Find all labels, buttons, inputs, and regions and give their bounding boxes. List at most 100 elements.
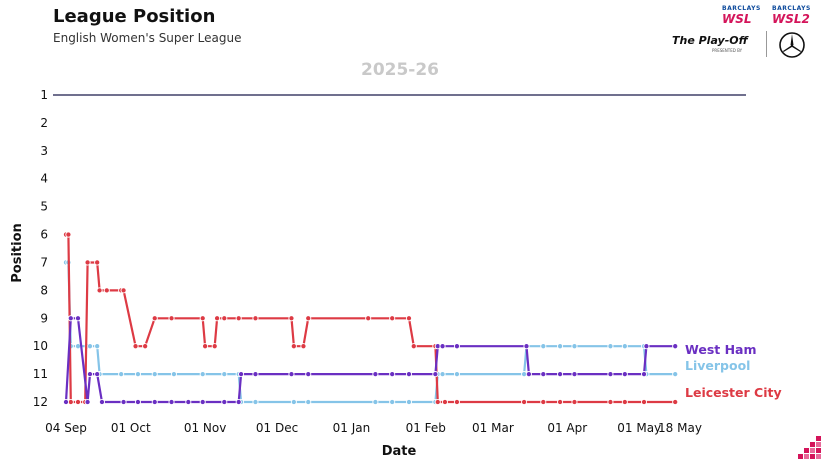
mercedes-star-icon	[779, 32, 805, 58]
data-point-leicester-city	[557, 398, 564, 406]
series-label-leicester-city: Leicester City	[685, 385, 782, 400]
playoff-logo: The Play-Off	[672, 34, 748, 47]
data-point-west-ham	[643, 343, 650, 350]
data-point-leicester-city	[434, 398, 441, 406]
wsl-sponsor-text: BARCLAYS	[722, 5, 761, 12]
data-point-leicester-city	[96, 287, 103, 294]
data-point-west-ham	[151, 398, 158, 406]
data-point-west-ham	[288, 371, 295, 378]
y-tick-label: 5	[40, 200, 48, 214]
x-tick-label: 01 Jan	[333, 421, 371, 435]
season-label: 2025-26	[360, 60, 440, 80]
x-tick-label: 01 Apr	[547, 421, 587, 435]
data-point-west-ham	[607, 371, 614, 378]
data-point-leicester-city	[84, 259, 91, 266]
data-point-west-ham	[86, 371, 94, 378]
data-point-west-ham	[557, 371, 564, 378]
data-point-leicester-city	[405, 315, 413, 322]
data-point-liverpool	[305, 398, 312, 406]
data-point-liverpool	[453, 371, 460, 378]
data-point-leicester-city	[94, 259, 101, 266]
logo-area: BARCLAYS WSL BARCLAYS WSL2 The Play-Off …	[672, 5, 822, 65]
x-tick-label: 04 Sep	[45, 421, 87, 435]
y-tick-label: 6	[40, 228, 48, 242]
x-tick-label: 01 May	[617, 421, 661, 435]
data-point-liverpool	[672, 371, 679, 378]
playoff-corner-logo-icon	[798, 436, 821, 459]
data-point-liverpool	[405, 398, 413, 406]
x-axis-label: Date	[382, 444, 417, 459]
data-point-west-ham	[540, 371, 547, 378]
data-point-west-ham	[372, 371, 379, 378]
data-point-liverpool	[571, 343, 578, 350]
data-point-west-ham	[235, 398, 242, 406]
data-point-leicester-city	[74, 398, 82, 406]
data-point-west-ham	[62, 398, 70, 406]
y-tick-label: 4	[40, 172, 48, 186]
data-point-leicester-city	[65, 231, 72, 238]
data-point-leicester-city	[221, 315, 228, 322]
data-point-leicester-city	[410, 343, 417, 350]
data-point-leicester-city	[640, 398, 648, 406]
data-point-liverpool	[389, 398, 396, 406]
y-tick-label: 11	[33, 367, 48, 381]
y-tick-label: 1	[40, 88, 48, 102]
data-point-leicester-city	[202, 343, 209, 350]
series-line-liverpool	[66, 261, 676, 404]
data-point-leicester-city	[235, 315, 242, 322]
data-point-leicester-city	[441, 398, 449, 406]
data-point-west-ham	[199, 398, 206, 406]
data-point-liverpool	[290, 398, 297, 406]
data-point-liverpool	[540, 343, 547, 350]
data-point-west-ham	[405, 371, 413, 378]
data-point-liverpool	[621, 343, 628, 350]
data-point-west-ham	[185, 398, 192, 406]
data-point-leicester-city	[365, 315, 372, 322]
data-point-west-ham	[168, 398, 175, 406]
data-point-west-ham	[134, 398, 142, 406]
y-tick-label: 7	[40, 255, 48, 269]
data-point-west-ham	[439, 343, 446, 350]
data-point-west-ham	[221, 398, 228, 406]
data-point-leicester-city	[300, 343, 307, 350]
data-point-leicester-city	[389, 315, 396, 322]
x-tick-label: 18 May	[658, 421, 702, 435]
logo-divider	[766, 31, 767, 57]
data-point-west-ham	[74, 315, 82, 322]
data-point-leicester-city	[168, 315, 175, 322]
data-point-liverpool	[199, 371, 206, 378]
data-point-west-ham	[389, 371, 396, 378]
x-tick-label: 01 Oct	[111, 421, 151, 435]
y-tick-label: 12	[33, 395, 48, 409]
y-tick-label: 8	[40, 283, 48, 297]
data-point-leicester-city	[120, 287, 127, 294]
wsl-logo: BARCLAYS WSL	[722, 5, 761, 26]
data-point-liverpool	[170, 371, 177, 378]
y-tick-label: 3	[40, 144, 48, 158]
data-point-leicester-city	[540, 398, 547, 406]
data-point-leicester-city	[151, 315, 158, 322]
data-point-liverpool	[74, 343, 82, 350]
data-point-leicester-city	[607, 398, 614, 406]
series-label-west-ham: West Ham	[685, 342, 757, 357]
data-point-west-ham	[252, 371, 259, 378]
data-point-west-ham	[571, 371, 578, 378]
x-tick-label: 01 Mar	[472, 421, 514, 435]
data-point-leicester-city	[672, 398, 679, 406]
data-point-west-ham	[98, 398, 106, 406]
data-point-leicester-city	[288, 315, 295, 322]
data-point-liverpool	[118, 371, 125, 378]
series-label-liverpool: Liverpool	[685, 358, 750, 373]
x-tick-label: 01 Feb	[406, 421, 446, 435]
data-point-leicester-city	[214, 315, 221, 322]
wsl2-logo-text: WSL2	[772, 12, 810, 26]
data-point-leicester-city	[621, 398, 628, 406]
data-point-liverpool	[439, 371, 446, 378]
data-point-leicester-city	[521, 398, 528, 406]
data-point-west-ham	[672, 343, 679, 350]
data-point-liverpool	[221, 371, 228, 378]
playoff-presented-by: PRESENTED BY	[712, 48, 743, 53]
x-tick-label: 01 Nov	[184, 421, 227, 435]
wsl2-logo: BARCLAYS WSL2	[772, 5, 811, 26]
